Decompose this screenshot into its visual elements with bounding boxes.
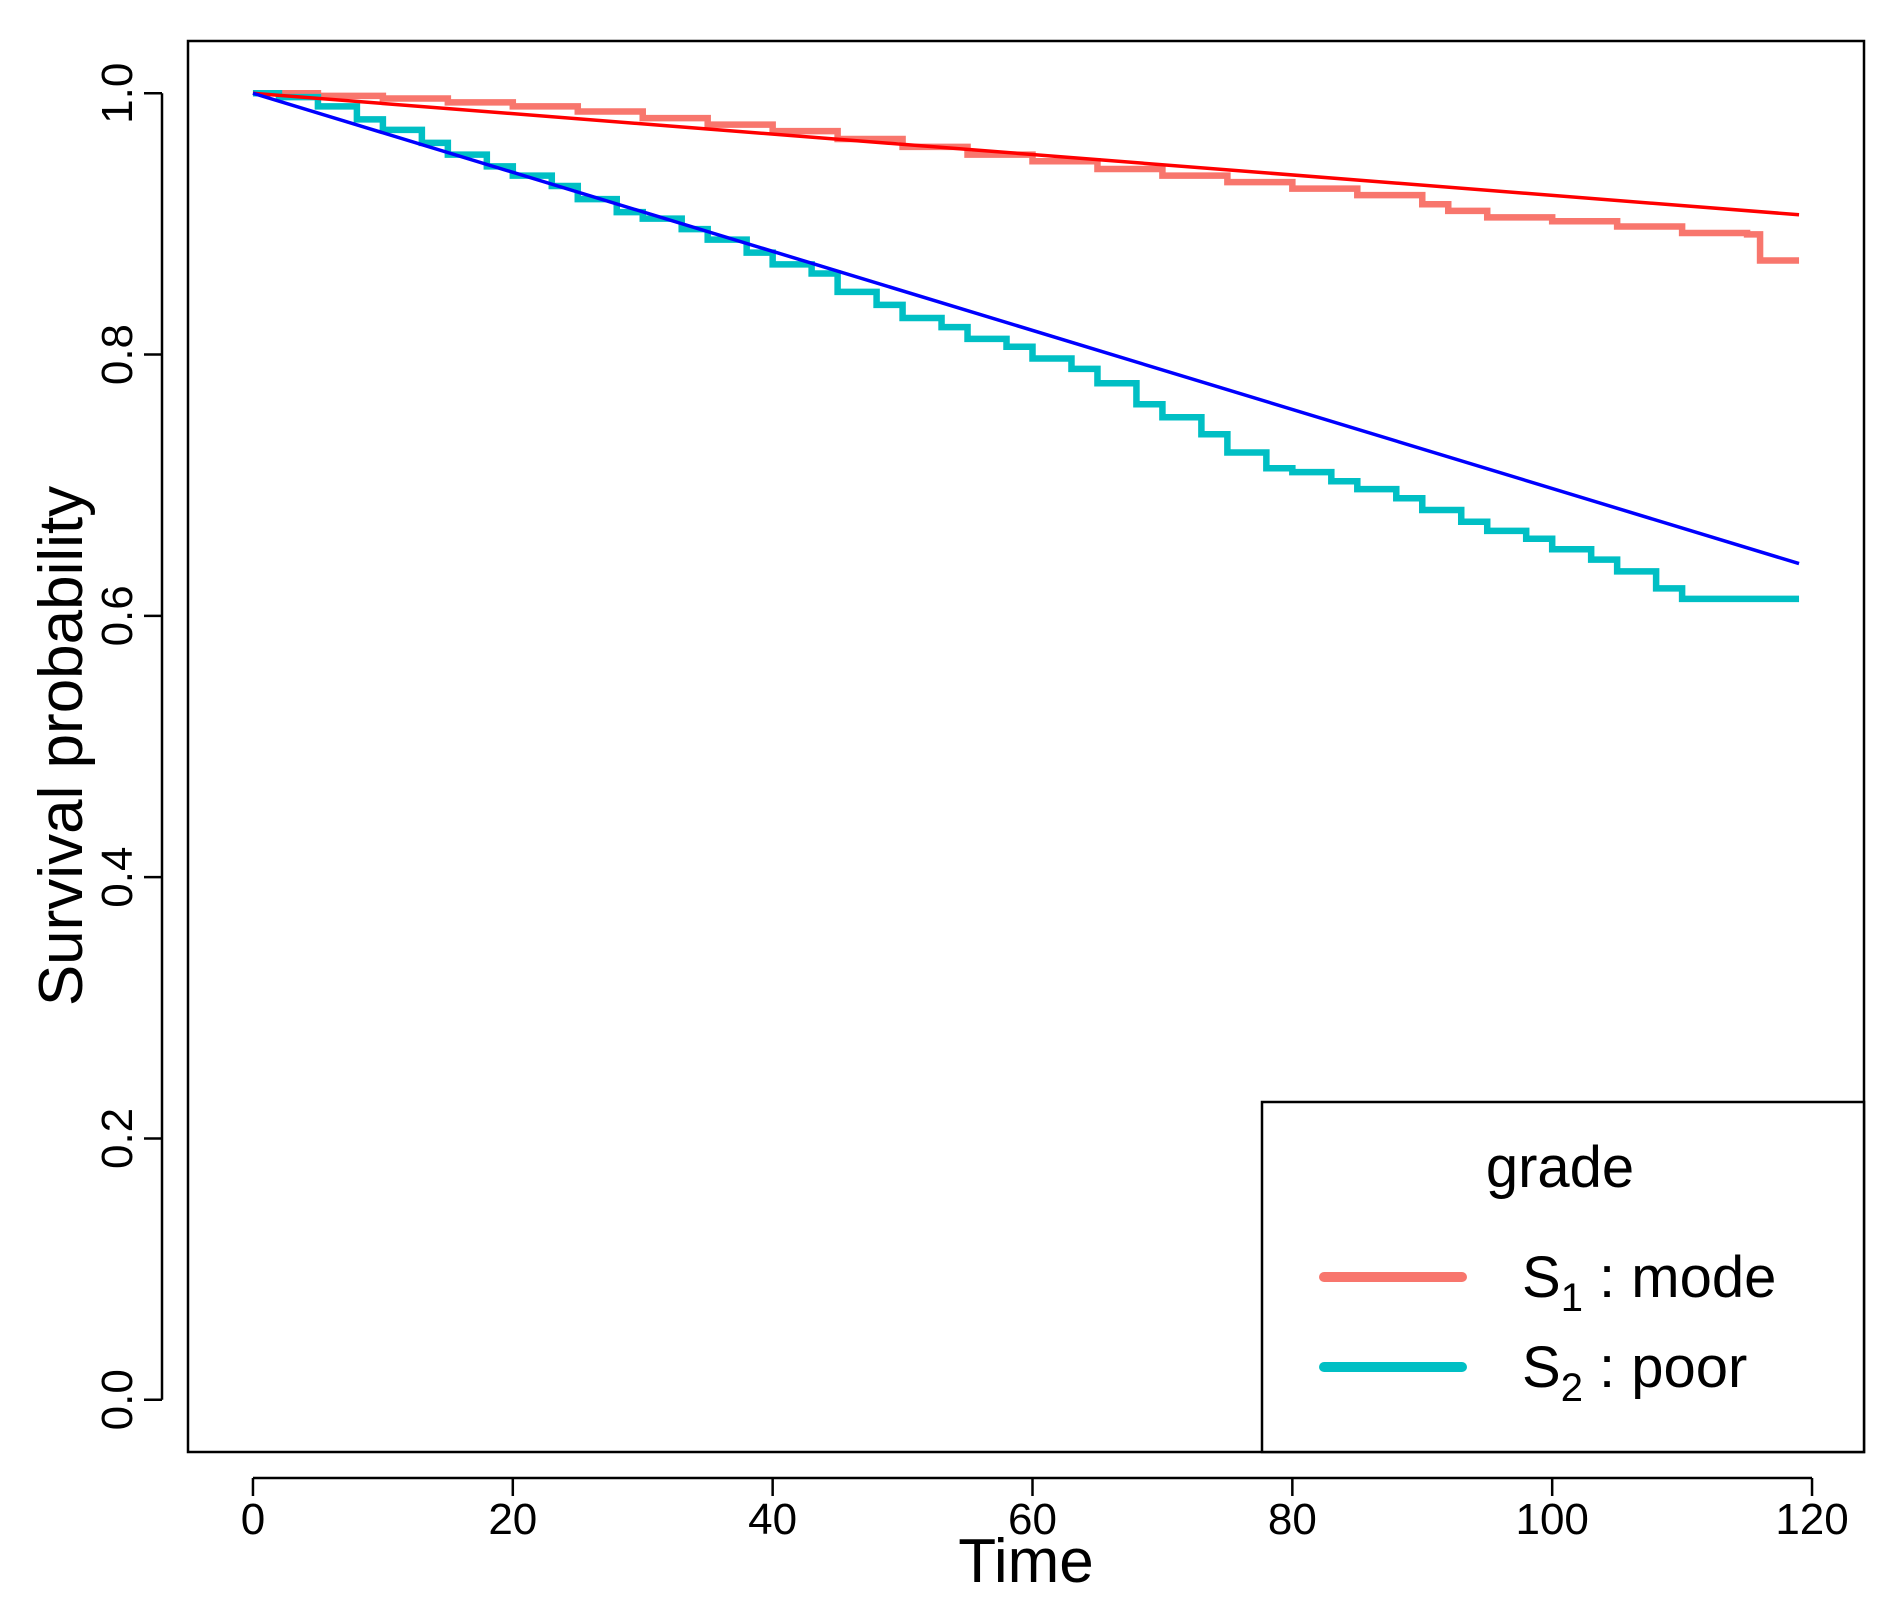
x-tick-label: 60 bbox=[1008, 1495, 1057, 1544]
x-axis-title: Time bbox=[958, 1527, 1093, 1596]
legend-label-prefix: S bbox=[1522, 1335, 1561, 1400]
fitted-line-2 bbox=[252, 91, 1800, 566]
legend-label-suffix: : mode bbox=[1583, 1245, 1776, 1310]
x-tick-label: 40 bbox=[748, 1495, 797, 1544]
y-tick-label: 0.0 bbox=[93, 1369, 142, 1430]
x-tick-label: 0 bbox=[241, 1495, 265, 1544]
survival-curve-2 bbox=[252, 90, 1800, 603]
legend-label-prefix: S bbox=[1522, 1245, 1561, 1310]
legend-label: S1 : mode bbox=[1522, 1245, 1776, 1320]
legend-label: S2 : poor bbox=[1522, 1335, 1747, 1410]
x-tick-label: 100 bbox=[1515, 1495, 1588, 1544]
y-axis: 0.0 0.2 0.4 0.6 0.8 1.0 bbox=[93, 63, 164, 1430]
legend-label-subscript: 1 bbox=[1561, 1276, 1583, 1320]
y-tick-label: 0.6 bbox=[93, 585, 142, 646]
y-axis-title: Survival probability bbox=[27, 486, 96, 1006]
fitted-line-1 bbox=[252, 91, 1800, 217]
y-tick-label: 0.8 bbox=[93, 324, 142, 385]
series-layer bbox=[252, 90, 1800, 603]
x-tick-label: 120 bbox=[1775, 1495, 1848, 1544]
y-tick-label: 0.4 bbox=[93, 847, 142, 908]
y-tick-label: 0.2 bbox=[93, 1108, 142, 1169]
legend-label-subscript: 2 bbox=[1561, 1366, 1583, 1410]
x-axis: 0 20 40 60 80 100 120 bbox=[241, 1476, 1849, 1544]
plot-frame bbox=[186, 39, 1866, 1454]
legend-label-suffix: : poor bbox=[1583, 1335, 1747, 1400]
legend-title: grade bbox=[1486, 1135, 1634, 1200]
survival-curve-1 bbox=[252, 90, 1800, 264]
y-tick-label: 1.0 bbox=[93, 63, 142, 124]
x-tick-label: 20 bbox=[488, 1495, 537, 1544]
x-tick-label: 80 bbox=[1268, 1495, 1317, 1544]
